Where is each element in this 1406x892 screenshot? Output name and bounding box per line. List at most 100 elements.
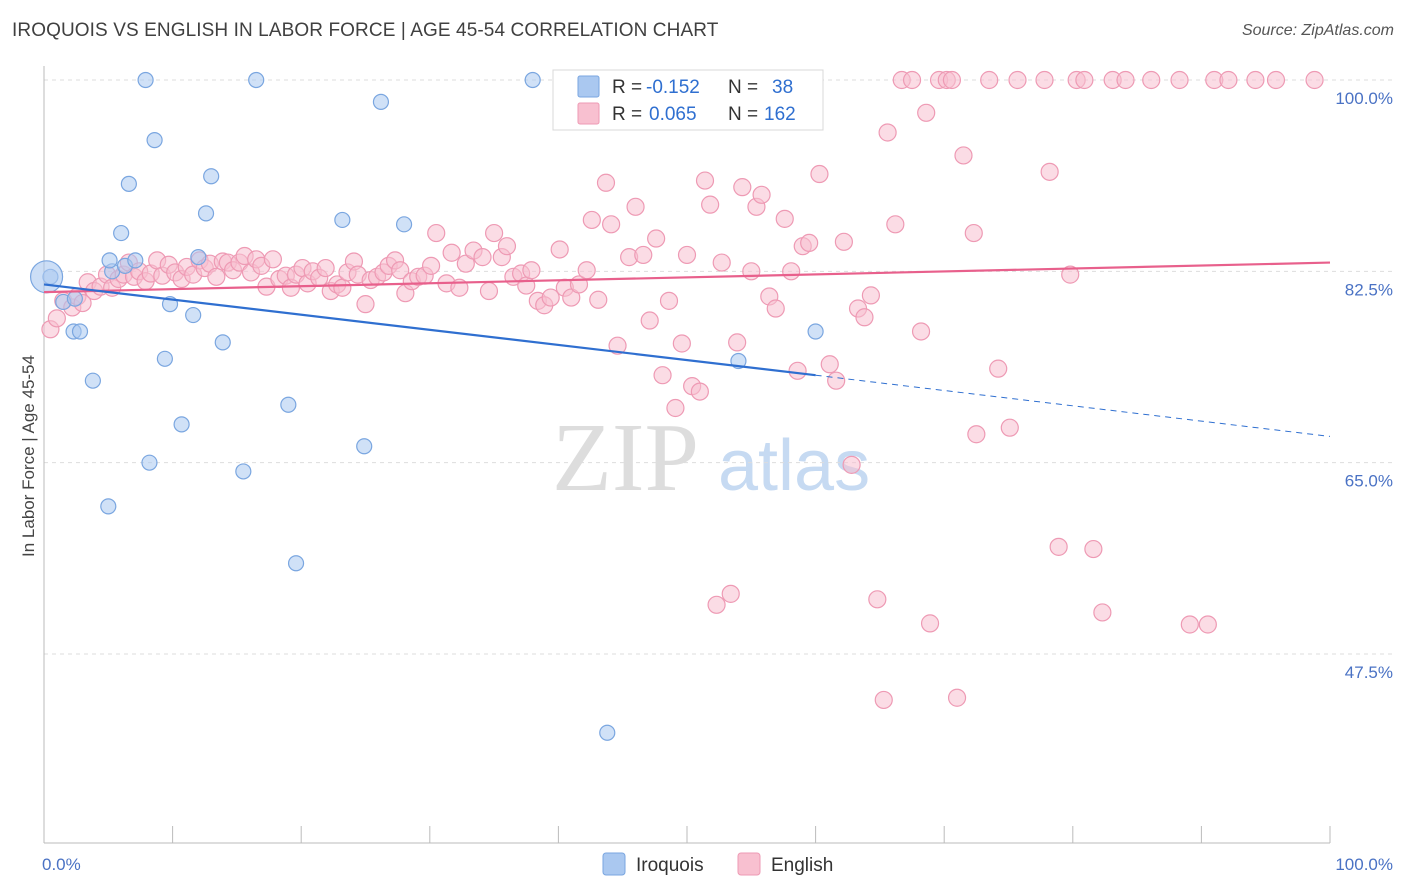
scatter-point bbox=[1035, 70, 1054, 90]
y-tick-label: 65.0% bbox=[1345, 472, 1393, 491]
scatter-point bbox=[550, 240, 569, 259]
scatter-point bbox=[524, 71, 541, 89]
scatter-point bbox=[1305, 70, 1324, 90]
scatter-point bbox=[1084, 539, 1103, 559]
scatter-point bbox=[634, 245, 653, 265]
scatter-point bbox=[602, 215, 621, 234]
scatter-point bbox=[333, 278, 352, 297]
scatter-point bbox=[626, 197, 645, 216]
scatter-point bbox=[666, 398, 685, 418]
scatter-point bbox=[541, 288, 560, 307]
y-axis-title: In Labor Force | Age 45-54 bbox=[19, 355, 38, 557]
scatter-point bbox=[479, 281, 499, 301]
source-label: Source: ZipAtlas.com bbox=[1241, 22, 1394, 39]
scatter-point bbox=[942, 70, 962, 90]
scatter-point bbox=[497, 237, 517, 256]
scatter-point bbox=[334, 211, 351, 229]
bottom-legend-english-label: English bbox=[771, 855, 833, 876]
scatter-point bbox=[1180, 615, 1199, 634]
scatter-point bbox=[807, 323, 824, 340]
watermark-zip: ZIP bbox=[552, 404, 699, 512]
scatter-point bbox=[185, 306, 202, 324]
scatter-point bbox=[1093, 603, 1112, 622]
scatter-point bbox=[599, 724, 616, 741]
scatter-point bbox=[782, 262, 801, 281]
scatter-point bbox=[1008, 70, 1027, 90]
scatter-point bbox=[834, 232, 853, 251]
scatter-point bbox=[137, 71, 154, 89]
scatter-point bbox=[156, 350, 173, 367]
scatter-point bbox=[66, 290, 83, 307]
scatter-point bbox=[701, 195, 720, 214]
english-n-value: 162 bbox=[764, 104, 796, 125]
x-tick-label-min: 0.0% bbox=[42, 855, 81, 874]
scatter-point bbox=[577, 261, 596, 280]
scatter-point bbox=[911, 322, 931, 341]
scatter-point bbox=[886, 215, 905, 234]
iroquois-points bbox=[29, 71, 824, 741]
scatter-point bbox=[113, 224, 130, 242]
scatter-point bbox=[1049, 537, 1068, 556]
scatter-point bbox=[517, 276, 536, 295]
y-tick-label: 82.5% bbox=[1345, 280, 1393, 299]
scatter-point bbox=[356, 295, 375, 314]
scatter-point bbox=[356, 438, 373, 455]
scatter-point bbox=[596, 173, 616, 192]
y-tick-labels: 100.0% 82.5% 65.0% 47.5% bbox=[1335, 89, 1393, 682]
scatter-point bbox=[989, 359, 1008, 378]
scatter-point bbox=[775, 209, 794, 228]
iroquois-n-value: 38 bbox=[772, 77, 793, 98]
scatter-point bbox=[690, 382, 709, 401]
scatter-point bbox=[653, 366, 672, 385]
bottom-legend-iroquois-swatch bbox=[602, 852, 626, 876]
scatter-point bbox=[1246, 70, 1265, 90]
bottom-legend: Iroquois English bbox=[602, 852, 833, 876]
scatter-point bbox=[1075, 70, 1094, 90]
scatter-point bbox=[47, 309, 66, 328]
scatter-point bbox=[707, 595, 726, 614]
iroquois-swatch bbox=[577, 75, 600, 98]
scatter-point bbox=[766, 299, 785, 318]
scatter-point bbox=[842, 455, 861, 474]
scatter-point bbox=[127, 252, 144, 269]
iroquois-r-label: R = bbox=[612, 77, 642, 98]
english-swatch bbox=[577, 102, 600, 125]
axes bbox=[43, 66, 1331, 844]
scatter-point bbox=[752, 185, 771, 204]
scatter-point bbox=[917, 103, 936, 122]
scatter-point bbox=[640, 311, 659, 330]
scatter-point bbox=[1170, 70, 1189, 90]
scatter-point bbox=[810, 164, 829, 184]
bottom-legend-iroquois-label: Iroquois bbox=[636, 855, 704, 876]
scatter-point bbox=[964, 223, 983, 243]
iroquois-trend-line bbox=[43, 283, 816, 377]
english-r-label: R = bbox=[612, 104, 642, 125]
english-n-label: N = bbox=[728, 104, 758, 125]
scatter-point bbox=[263, 250, 283, 269]
english-points bbox=[41, 70, 1324, 710]
scatter-point bbox=[967, 425, 986, 444]
scatter-point bbox=[280, 396, 297, 413]
scatter-point bbox=[391, 261, 410, 280]
scatter-point bbox=[733, 178, 752, 197]
scatter-point bbox=[71, 323, 89, 340]
scatter-point bbox=[101, 252, 118, 269]
scatter-point bbox=[954, 146, 973, 165]
scatter-point bbox=[235, 463, 252, 480]
scatter-point bbox=[427, 223, 446, 243]
scatter-point bbox=[1266, 70, 1286, 90]
scatter-point bbox=[141, 454, 158, 471]
scatter-point bbox=[868, 590, 887, 609]
chart-title: IROQUOIS VS ENGLISH IN LABOR FORCE | AGE… bbox=[12, 20, 719, 41]
scatter-point bbox=[522, 261, 541, 280]
scatter-point bbox=[1116, 70, 1135, 90]
scatter-point bbox=[695, 171, 715, 190]
scatter-point bbox=[672, 334, 691, 353]
scatter-point bbox=[947, 688, 967, 707]
scatter-point bbox=[442, 243, 461, 262]
scatter-point bbox=[84, 372, 101, 389]
scatter-point bbox=[820, 355, 839, 374]
scatter-point bbox=[608, 336, 627, 355]
scatter-point bbox=[677, 245, 697, 265]
scatter-point bbox=[647, 229, 666, 248]
